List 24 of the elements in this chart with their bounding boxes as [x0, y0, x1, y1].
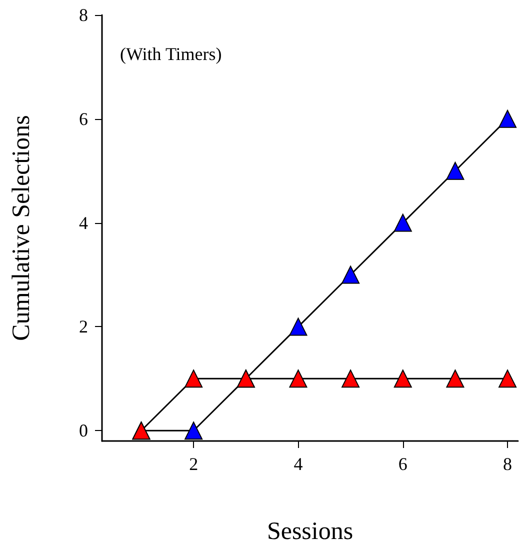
point	[184, 422, 203, 440]
x-tick-label: 4	[294, 454, 303, 474]
point	[184, 370, 203, 388]
annotation: (With Timers)	[120, 44, 222, 64]
point	[289, 370, 308, 388]
point	[394, 214, 412, 232]
point	[446, 370, 464, 388]
point	[342, 266, 360, 284]
y-axis-title: Cumulative Selections	[8, 115, 35, 341]
point	[498, 370, 517, 388]
x-tick-label: 6	[398, 454, 408, 474]
point	[289, 318, 308, 336]
point	[394, 370, 412, 388]
x-tick-label: 2	[189, 454, 198, 474]
x-axis-title: Sessions	[266, 518, 354, 545]
y-tick-label: 8	[79, 5, 88, 25]
point	[446, 162, 464, 180]
y-tick-label: 6	[79, 108, 88, 129]
point	[342, 370, 360, 388]
y-tick-label: 2	[79, 316, 88, 337]
y-tick-label: 4	[79, 212, 88, 233]
x-tick-label: 8	[503, 454, 512, 474]
y-tick-label: 0	[79, 420, 88, 441]
point	[498, 110, 517, 128]
